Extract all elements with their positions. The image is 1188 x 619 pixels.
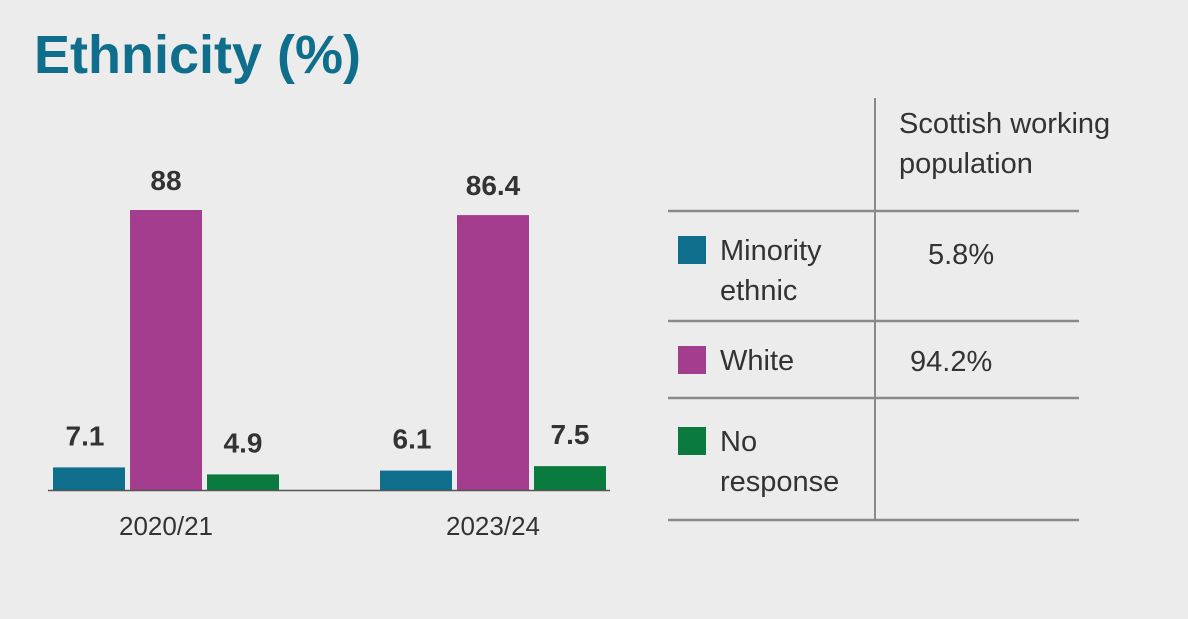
row-value-minority-ethnic: 5.8%: [928, 239, 995, 271]
row-label-minority-ethnic: Minority ethnic: [720, 231, 822, 311]
bar-minority-ethnic-2: [380, 470, 452, 490]
row-value-white: 94.2%: [910, 346, 993, 378]
bar-chart: 7.1 88 4.9 6.1 86.4 7.5 2020/21 2023/24: [48, 165, 610, 541]
bar-value-label: 88: [150, 165, 181, 196]
bar-value-label: 6.1: [393, 424, 432, 455]
bar-white-2: [457, 215, 529, 490]
no-response-swatch: [678, 427, 706, 455]
category-label: 2023/24: [446, 511, 540, 541]
bar-white-1: [130, 210, 202, 490]
chart-title: Ethnicity (%): [34, 25, 362, 85]
table-header-line: Scottish working: [899, 108, 1111, 140]
bar-minority-ethnic-1: [53, 467, 125, 490]
row-label-line: ethnic: [720, 275, 798, 307]
bar-value-label: 86.4: [466, 170, 521, 201]
row-label-line: Minority: [720, 235, 822, 267]
row-label-white: White: [720, 341, 794, 381]
minority-ethnic-swatch: [678, 236, 706, 264]
category-label: 2020/21: [119, 511, 213, 541]
bar-value-label: 4.9: [224, 427, 263, 458]
row-label-no-response: No response: [720, 422, 839, 502]
bar-no-response-1: [207, 474, 279, 490]
table-header: Scottish working population: [899, 104, 1110, 184]
row-label-line: No: [720, 426, 758, 458]
bar-value-label: 7.1: [66, 420, 105, 451]
bar-no-response-2: [534, 466, 606, 490]
white-swatch: [678, 346, 706, 374]
table-header-line: population: [899, 148, 1033, 180]
row-label-line: response: [720, 466, 840, 498]
row-label-line: White: [720, 345, 795, 377]
bar-value-label: 7.5: [551, 419, 590, 450]
